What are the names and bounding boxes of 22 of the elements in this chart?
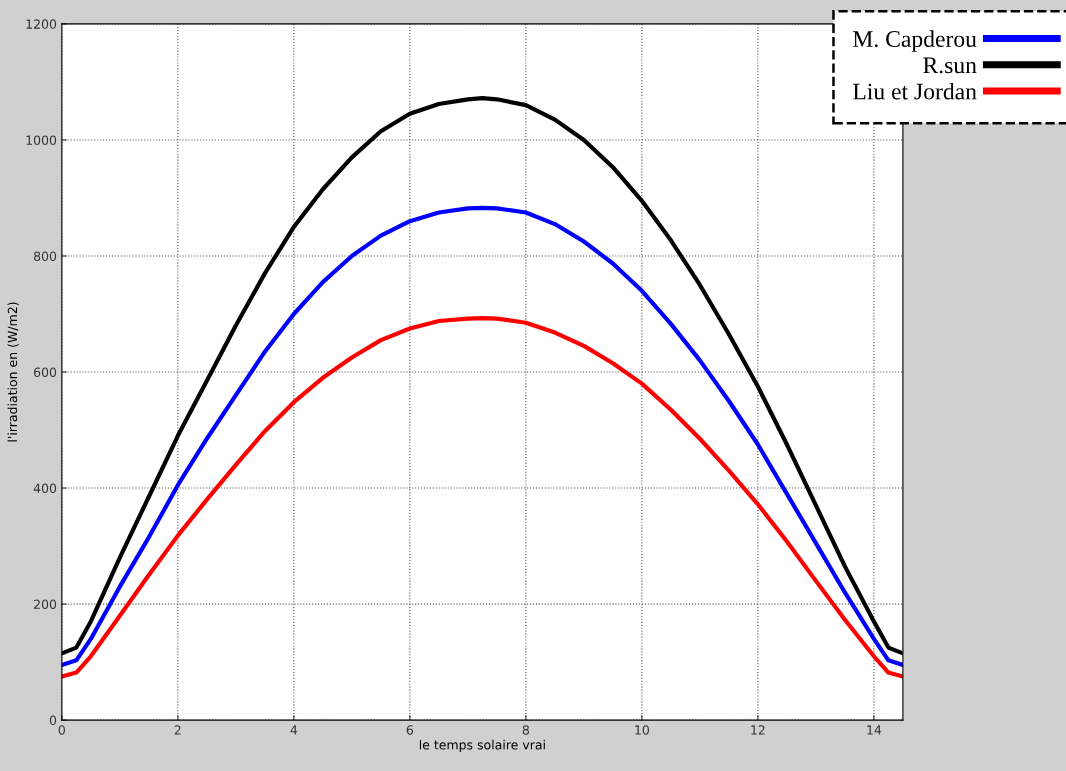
legend-label: M. Capderou: [853, 30, 977, 52]
x-tick-label: 12: [751, 725, 765, 735]
line-series: [61, 315, 903, 679]
y-axis-title: l'irradiation en (W/m2): [7, 302, 19, 442]
y-tick-label: 0: [49, 715, 57, 726]
x-tick-label: 8: [522, 725, 529, 735]
x-tick-label: 0: [58, 725, 65, 735]
y-tick-label: 600: [33, 367, 57, 377]
legend-label: R.sun: [923, 57, 977, 74]
x-tick-label: 10: [635, 725, 649, 735]
x-tick-label: 2: [174, 725, 181, 735]
legend-label: Liu et Jordan: [853, 82, 977, 100]
y-tick-label: 1000: [26, 135, 57, 145]
x-axis-title: le temps solaire vrai: [419, 739, 545, 752]
line-series: [61, 205, 903, 668]
x-tick-label: 6: [406, 725, 414, 735]
x-tick-label: 4: [290, 725, 298, 735]
y-tick-label: 400: [33, 483, 57, 493]
y-tick-label: 800: [33, 251, 57, 261]
y-tick-label: 200: [34, 599, 57, 610]
x-tick-label: 14: [867, 725, 882, 735]
y-tick-label: 1200: [26, 19, 57, 29]
